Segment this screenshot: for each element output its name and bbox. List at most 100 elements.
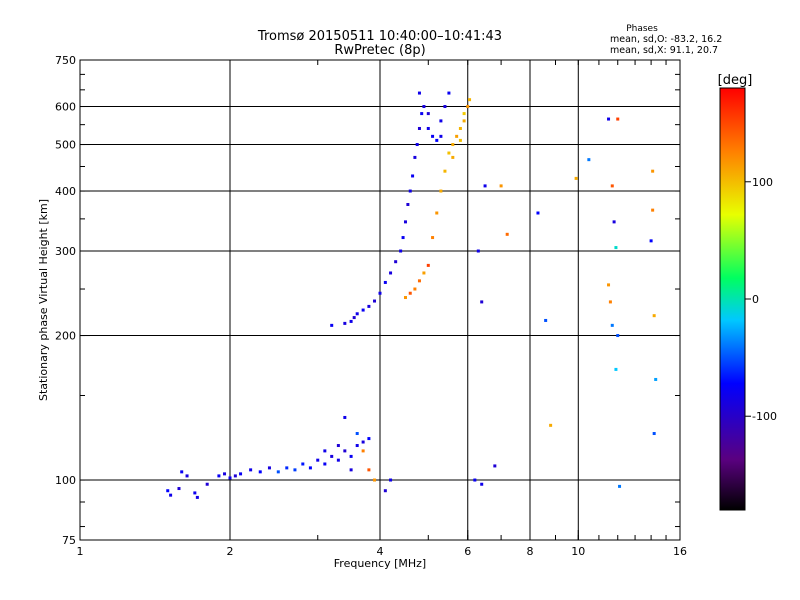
- data-point: [383, 489, 387, 493]
- data-point: [195, 495, 199, 499]
- data-point: [323, 462, 327, 466]
- data-point: [383, 280, 387, 284]
- data-point: [336, 444, 340, 448]
- data-point: [422, 105, 426, 109]
- data-point: [166, 489, 170, 493]
- data-point: [180, 470, 184, 474]
- data-point: [373, 478, 377, 482]
- data-point: [451, 143, 455, 147]
- data-point: [607, 283, 611, 287]
- data-point: [417, 91, 421, 95]
- data-point: [355, 312, 359, 316]
- data-point: [499, 184, 503, 188]
- data-point: [361, 449, 365, 453]
- colorbar-ticks: 100 0 -100: [745, 176, 777, 423]
- data-point: [193, 491, 197, 495]
- data-point: [249, 468, 253, 472]
- data-point: [618, 484, 622, 488]
- data-point: [435, 138, 439, 142]
- x-tick-label: 10: [571, 545, 585, 558]
- axis-ticks: 1 2 4 6 8 10 16 75 100 200 300 400 500 600 750: [55, 54, 687, 558]
- data-point: [443, 169, 447, 173]
- data-point: [389, 271, 393, 275]
- data-point: [505, 232, 509, 236]
- data-point: [455, 134, 459, 138]
- data-point: [361, 308, 365, 312]
- colorbar-tick-label: 0: [752, 293, 759, 306]
- data-point: [431, 236, 435, 240]
- data-point: [652, 432, 656, 436]
- data-point: [399, 249, 403, 253]
- y-tick-label: 600: [55, 101, 76, 114]
- data-point: [378, 291, 382, 295]
- data-point: [417, 279, 421, 283]
- y-tick-label: 200: [55, 330, 76, 343]
- y-tick-label: 400: [55, 185, 76, 198]
- data-point: [614, 246, 618, 250]
- data-point: [343, 321, 347, 325]
- data-point: [435, 211, 439, 215]
- data-point: [420, 112, 424, 116]
- data-point: [258, 470, 262, 474]
- data-point: [607, 117, 611, 121]
- data-point: [422, 271, 426, 275]
- data-point: [308, 466, 312, 470]
- data-point: [239, 472, 243, 476]
- data-point: [651, 169, 655, 173]
- data-point: [323, 449, 327, 453]
- data-point: [480, 482, 484, 486]
- data-point: [574, 176, 578, 180]
- data-point: [458, 138, 462, 142]
- data-point: [587, 158, 591, 162]
- data-point: [401, 236, 405, 240]
- phase-stats-o-mode: mean, sd,O: -83.2, 16.2: [610, 34, 722, 45]
- data-point: [205, 482, 209, 486]
- data-point: [536, 211, 540, 215]
- x-tick-label: 1: [77, 545, 84, 558]
- data-point: [228, 476, 232, 480]
- data-point: [233, 474, 237, 478]
- chart-subtitle: RwPretec (8p): [334, 43, 425, 58]
- data-point: [426, 126, 430, 130]
- data-point: [330, 323, 334, 327]
- data-point: [649, 239, 653, 243]
- data-point: [608, 300, 612, 304]
- colorbar-tick-label: -100: [752, 410, 777, 423]
- data-point: [408, 189, 412, 193]
- data-point: [480, 300, 484, 304]
- data-point: [367, 468, 371, 472]
- x-tick-label: 6: [464, 545, 471, 558]
- data-point: [223, 472, 227, 476]
- data-point: [493, 464, 497, 468]
- data-point: [443, 105, 447, 109]
- data-point: [483, 184, 487, 188]
- x-tick-label: 16: [673, 545, 687, 558]
- colorbar-label: [deg]: [718, 73, 753, 88]
- data-point: [612, 220, 616, 224]
- colorbar: [719, 87, 746, 511]
- data-point: [447, 151, 451, 155]
- data-point: [610, 323, 614, 327]
- y-tick-label: 750: [55, 54, 76, 67]
- data-point: [447, 91, 451, 95]
- data-point: [285, 466, 289, 470]
- data-point: [614, 367, 618, 371]
- data-point: [355, 432, 359, 436]
- y-tick-label: 100: [55, 474, 76, 487]
- y-tick-label: 500: [55, 139, 76, 152]
- data-point: [330, 454, 334, 458]
- data-point: [349, 454, 353, 458]
- data-point: [610, 184, 614, 188]
- data-point: [451, 155, 455, 159]
- x-tick-label: 8: [527, 545, 534, 558]
- data-point: [654, 377, 658, 381]
- data-point: [177, 487, 181, 491]
- data-point: [276, 470, 280, 474]
- data-point: [439, 134, 443, 138]
- data-point: [367, 437, 371, 441]
- data-point: [473, 478, 477, 482]
- data-point: [169, 493, 173, 497]
- data-point: [476, 249, 480, 253]
- data-point: [301, 462, 305, 466]
